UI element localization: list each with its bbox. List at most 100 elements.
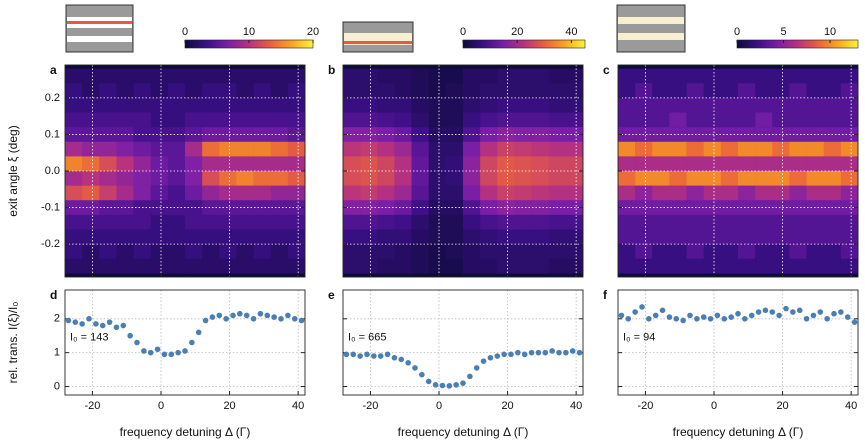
axes-frame (342, 64, 584, 278)
data-point (343, 351, 350, 358)
data-point (680, 317, 686, 324)
heat-cell (497, 127, 515, 143)
heat-cell (185, 127, 203, 143)
heat-cell (703, 229, 722, 245)
heat-cell (99, 171, 117, 186)
heat-cell (772, 68, 790, 84)
heat-cell (394, 214, 412, 230)
plot-bg (343, 290, 583, 395)
heat-cell (514, 112, 532, 128)
heat-cell (772, 156, 790, 172)
heat-cell (789, 171, 807, 186)
heat-cell (150, 97, 169, 113)
axes-frame (342, 289, 584, 396)
heat-cell (377, 97, 395, 113)
heat-cell (618, 258, 636, 274)
heat-cell (82, 141, 100, 157)
heat-cell (738, 214, 756, 230)
heat-cell (480, 244, 498, 260)
heat-cell (411, 171, 430, 186)
heat-cell (514, 244, 532, 260)
heat-cell (531, 258, 550, 274)
x-tick-label: 40 (292, 400, 304, 412)
heat-cell (738, 112, 756, 128)
heat-cell (720, 156, 739, 172)
heat-cell (133, 97, 152, 113)
heat-cell (703, 244, 722, 260)
heat-cell (806, 229, 825, 245)
heat-cell (823, 244, 842, 260)
heat-cell (652, 112, 670, 128)
heat-cell (445, 200, 464, 216)
colorbar-tick-label: 20 (307, 26, 319, 38)
heat-cell (377, 156, 395, 172)
heat-cell (514, 141, 532, 157)
data-point (769, 309, 776, 315)
heat-cell (686, 97, 705, 113)
heat-cell (343, 244, 361, 260)
heat-cell (428, 68, 447, 84)
data-point (425, 378, 432, 385)
heat-cell (253, 156, 272, 172)
heat-cell (65, 200, 83, 216)
data-point (556, 349, 562, 356)
heat-cell (445, 112, 464, 128)
heat-cell (652, 229, 670, 245)
heat-cell (445, 214, 464, 230)
heat-cell (463, 185, 481, 201)
heat-cell (652, 185, 670, 201)
heat-cell (618, 83, 636, 99)
data-point (549, 348, 555, 354)
heat-cell (789, 185, 807, 201)
heat-cell (823, 141, 842, 157)
heat-cell (618, 171, 636, 186)
data-point (243, 312, 250, 319)
heat-cell (116, 185, 134, 201)
data-point (652, 312, 659, 319)
heat-cell (236, 171, 254, 186)
heat-cell (652, 83, 670, 99)
heat-cell (360, 68, 378, 84)
heat-cell (669, 171, 687, 186)
heat-cell (548, 185, 567, 201)
heat-cell (253, 244, 272, 260)
data-point (838, 309, 844, 315)
y-tick-label: 0 (54, 380, 60, 392)
heat-cell (618, 214, 636, 230)
heat-cell (806, 244, 825, 260)
heat-cell (253, 97, 272, 113)
data-point (154, 346, 161, 353)
heat-cell (82, 156, 100, 172)
heat-cell (360, 214, 378, 230)
heat-cell (548, 83, 567, 99)
heat-cell (669, 97, 687, 113)
heat-cell (480, 127, 498, 143)
heat-cell (236, 68, 254, 84)
heat-cell (236, 97, 254, 113)
heat-cell (236, 156, 254, 172)
heat-cell (411, 244, 430, 260)
heat-cell (116, 171, 134, 186)
heat-cell (270, 97, 289, 113)
heat-cell (428, 200, 447, 216)
heat-cell (565, 68, 584, 84)
heat-cell (150, 83, 169, 99)
heat-cell (253, 83, 272, 99)
heat-cell (463, 229, 481, 245)
heat-cell (394, 171, 412, 186)
heat-cell (185, 185, 203, 201)
plot-bg (65, 290, 305, 395)
heat-cell (548, 229, 567, 245)
heat-cell (133, 68, 152, 84)
heat-cell (360, 185, 378, 201)
heat-cell (445, 97, 464, 113)
heat-cell (445, 171, 464, 186)
y-tick-label: 2 (54, 313, 60, 325)
heat-cell (253, 141, 272, 157)
heat-cell (669, 258, 687, 274)
heat-cell (82, 68, 100, 84)
heat-cell (772, 83, 790, 99)
heat-cell (686, 156, 705, 172)
heat-cell (840, 185, 859, 201)
data-point (99, 322, 106, 329)
